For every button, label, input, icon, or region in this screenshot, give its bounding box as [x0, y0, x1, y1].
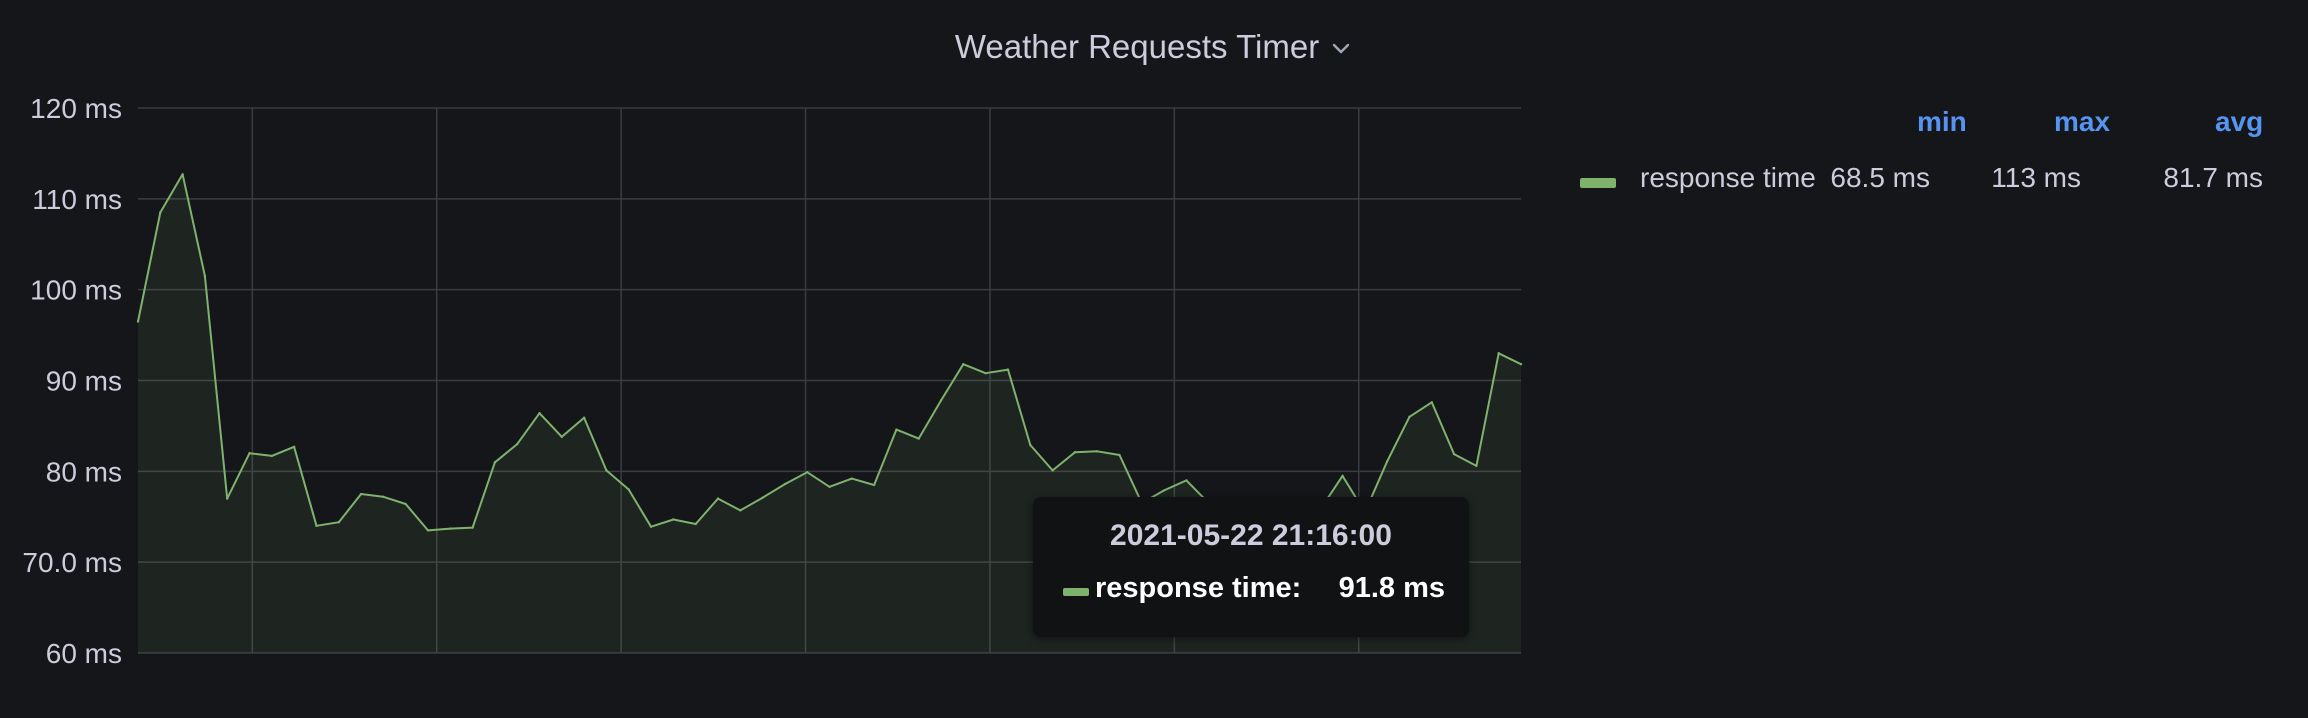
data-point	[1185, 479, 1188, 482]
y-tick-label: 100 ms	[30, 275, 122, 306]
tooltip-series-label: response time:	[1095, 572, 1302, 604]
data-point	[471, 526, 474, 529]
legend-row-response-time[interactable]: response time 68.5 ms 113 ms 81.7 ms	[1580, 162, 2290, 202]
data-point	[783, 482, 787, 486]
y-tick-label: 90 ms	[46, 366, 122, 397]
legend-min-value: 68.5 ms	[1830, 162, 1930, 193]
data-point	[1051, 469, 1054, 472]
data-point	[136, 320, 140, 323]
x-grid	[251, 108, 1360, 653]
data-point	[1430, 401, 1433, 404]
legend-max-value: 113 ms	[1991, 162, 2081, 193]
y-tick-label: 80 ms	[46, 456, 122, 487]
data-point	[516, 442, 519, 446]
legend-header-avg[interactable]: avg	[2215, 106, 2264, 137]
tooltip-series-swatch	[1063, 588, 1089, 596]
data-point	[203, 274, 207, 278]
y-tick-label: 110 ms	[32, 184, 122, 215]
y-tick-label: 60 ms	[46, 638, 122, 669]
data-point	[181, 173, 184, 176]
data-point	[761, 496, 764, 499]
data-point	[1073, 451, 1077, 454]
data-point	[1385, 460, 1389, 463]
data-point	[872, 483, 876, 487]
data-point	[292, 445, 296, 449]
data-point	[560, 435, 564, 439]
data-point	[627, 488, 630, 491]
data-point	[1497, 352, 1500, 355]
data-point	[226, 497, 229, 500]
data-point	[1029, 443, 1032, 447]
data-point	[538, 412, 541, 415]
data-point	[939, 399, 943, 402]
data-point	[248, 451, 251, 455]
data-point	[895, 428, 898, 431]
panel-title[interactable]: Weather Requests Timer	[954, 28, 1320, 65]
data-point	[493, 461, 497, 464]
data-point	[962, 362, 965, 366]
y-tick-label: 70.0 ms	[22, 547, 122, 578]
legend-series-name[interactable]: response time	[1640, 162, 1816, 193]
legend-avg-value: 81.7 ms	[2163, 162, 2263, 193]
legend-header-max[interactable]: max	[2054, 106, 2111, 137]
data-point	[1118, 453, 1121, 457]
series-line-response-time	[137, 173, 1522, 532]
data-point	[315, 524, 318, 528]
tooltip-time: 2021-05-22 21:16:00	[1110, 519, 1392, 552]
y-axis-labels: 60 ms 70.0 ms 80 ms 90 ms 100 ms 110 ms 120 ms	[22, 93, 122, 669]
data-point	[449, 527, 452, 530]
data-point	[1162, 489, 1166, 492]
data-point	[828, 485, 831, 488]
data-point	[359, 492, 363, 496]
data-point	[739, 509, 742, 512]
legend-series-swatch	[1580, 178, 1616, 188]
data-point	[337, 521, 340, 524]
data-point	[1408, 415, 1411, 419]
data-point	[1452, 452, 1456, 456]
series-points	[136, 173, 1523, 532]
data-point	[984, 372, 987, 375]
data-point	[1341, 474, 1344, 478]
data-point	[1519, 362, 1523, 366]
data-point	[1006, 368, 1010, 371]
chevron-down-icon[interactable]	[1329, 37, 1353, 61]
data-point	[404, 502, 407, 506]
panel-header[interactable]: Weather Requests Timer	[0, 28, 2308, 66]
data-point	[850, 477, 854, 480]
y-tick-label: 120 ms	[30, 93, 122, 124]
data-point	[1475, 464, 1478, 468]
tooltip-series-value: 91.8 ms	[1338, 572, 1445, 604]
legend-header-min[interactable]: min	[1917, 106, 1967, 137]
data-point	[649, 525, 653, 528]
data-point	[1095, 450, 1099, 453]
data-point	[694, 522, 697, 526]
hover-tooltip: 2021-05-22 21:16:00 response time: 91.8 …	[1033, 497, 1469, 637]
data-point	[582, 416, 586, 419]
data-point	[672, 518, 675, 521]
y-grid	[138, 107, 1521, 654]
data-point	[159, 211, 162, 214]
data-point	[716, 497, 720, 500]
data-point	[605, 469, 608, 472]
data-point	[270, 454, 274, 458]
data-point	[426, 529, 430, 532]
data-point	[805, 471, 809, 474]
data-point	[382, 495, 385, 498]
data-point	[917, 437, 920, 440]
